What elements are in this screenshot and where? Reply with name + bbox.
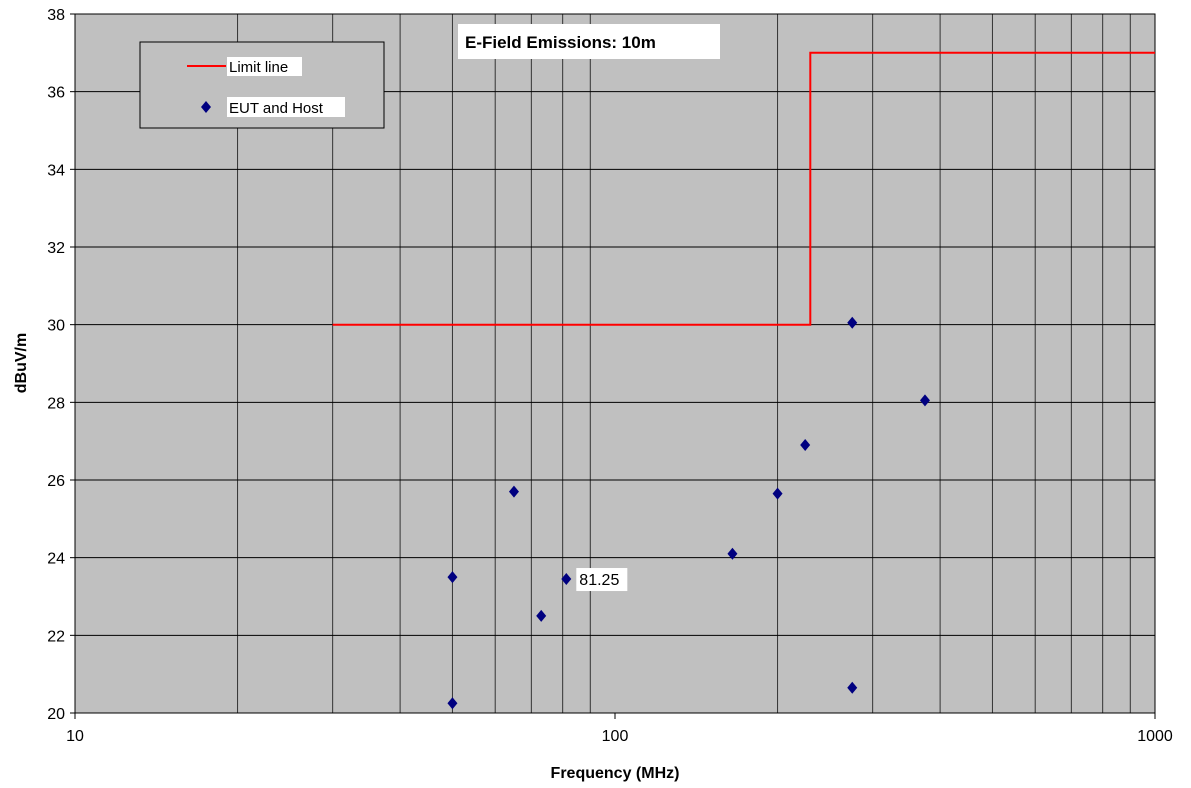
data-point-marker (447, 571, 458, 584)
data-label-bg (576, 568, 628, 592)
legend: Limit line EUT and Host (139, 41, 385, 129)
eut-host-series (447, 316, 930, 710)
y-tick-label: 20 (47, 706, 65, 723)
data-point-marker (447, 697, 458, 710)
plot-area (75, 14, 1155, 713)
x-axis: 10 100 1000 (66, 713, 1173, 745)
y-axis-title: dBuV/m (13, 333, 30, 393)
data-point-marker (847, 316, 858, 329)
minor-gridlines (237, 14, 1131, 713)
data-point-marker (508, 485, 519, 498)
y-tick-label: 30 (47, 318, 65, 335)
data-point-marker (772, 487, 783, 500)
y-tick-label: 28 (47, 395, 65, 412)
limit-line-series (332, 51, 1155, 326)
chart-title-box: E-Field Emissions: 10m (458, 24, 720, 59)
x-tick-label: 10 (66, 728, 84, 745)
y-tick-label: 26 (47, 473, 65, 490)
x-tick-label: 1000 (1137, 728, 1173, 745)
data-point-marker (727, 547, 738, 560)
y-tick-label: 36 (47, 85, 65, 102)
legend-eut-host-label: EUT and Host (229, 100, 324, 117)
legend-diamond-marker-icon (201, 101, 211, 113)
x-tick-label: 100 (602, 728, 629, 745)
data-point-marker (561, 573, 572, 586)
data-point-marker (800, 439, 811, 452)
data-point-marker (919, 394, 930, 407)
y-tick-label: 22 (47, 628, 65, 645)
legend-limit-line-label: Limit line (229, 59, 288, 76)
data-point-marker (847, 681, 858, 694)
data-label: 81.25 (579, 572, 619, 589)
y-tick-label: 24 (47, 551, 65, 568)
data-labels: 81.25 (576, 568, 628, 592)
x-axis-title: Frequency (MHz) (551, 765, 680, 782)
y-axis: 20 22 24 26 28 30 32 34 36 38 (47, 7, 75, 723)
chart-title: E-Field Emissions: 10m (465, 33, 656, 52)
y-tick-label: 32 (47, 240, 65, 257)
data-point-marker (536, 609, 547, 622)
y-tick-label: 38 (47, 7, 65, 24)
y-tick-label: 34 (47, 162, 65, 179)
